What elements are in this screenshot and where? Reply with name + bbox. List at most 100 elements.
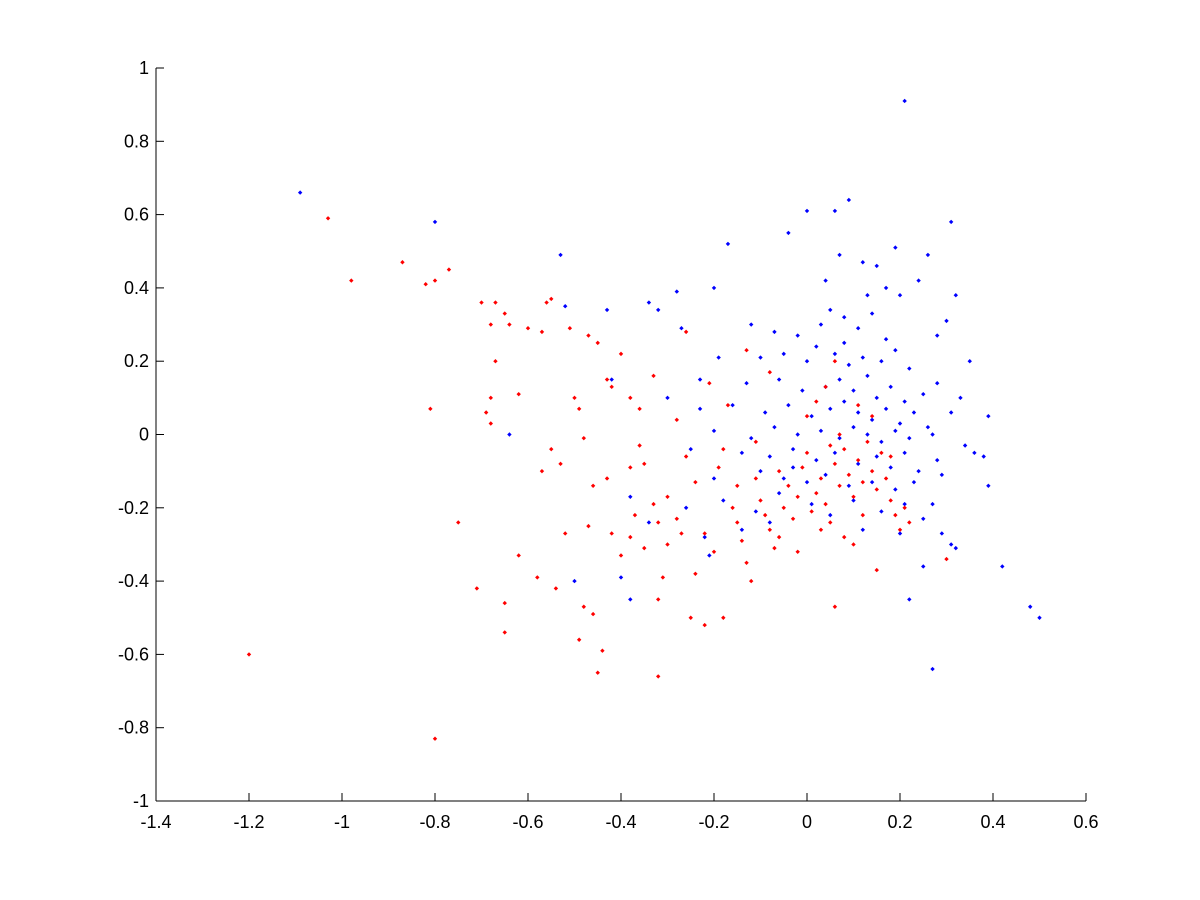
scatter-point <box>735 520 740 525</box>
scatter-point <box>651 501 656 507</box>
scatter-point <box>758 355 763 360</box>
scatter-point <box>851 498 856 503</box>
scatter-point <box>628 465 633 470</box>
scatter-point <box>762 410 768 415</box>
axes-background <box>156 68 1086 801</box>
scatter-point <box>730 402 735 408</box>
scatter-point <box>832 359 838 364</box>
scatter-point <box>855 326 861 331</box>
scatter-point <box>809 501 814 507</box>
scatter-point <box>702 531 707 536</box>
scatter-point <box>1037 615 1042 620</box>
y-tick-label: -0.4 <box>118 571 149 591</box>
scatter-point <box>828 520 833 525</box>
scatter-point <box>883 406 889 412</box>
scatter-point <box>721 615 726 620</box>
scatter-point <box>493 359 498 364</box>
scatter-point <box>744 560 749 565</box>
y-tick-label: 0.2 <box>124 351 149 371</box>
scatter-point <box>632 512 638 518</box>
scatter-series-2 <box>246 216 949 741</box>
scatter-point <box>865 432 870 437</box>
scatter-point <box>939 472 945 478</box>
y-tick-label: -0.2 <box>118 498 149 518</box>
scatter-point <box>935 333 940 338</box>
scatter-point <box>558 461 563 467</box>
scatter-point <box>744 348 749 353</box>
scatter-point <box>581 604 586 609</box>
scatter-point <box>590 483 596 489</box>
y-tick-label: 1 <box>139 58 149 78</box>
scatter-point <box>637 443 642 448</box>
scatter-point <box>753 476 759 481</box>
x-tick-label: -1.2 <box>233 812 264 832</box>
scatter-point <box>711 549 717 554</box>
scatter-point <box>879 509 884 514</box>
x-tick-label: -0.4 <box>605 812 636 832</box>
y-tick-label: -0.6 <box>118 644 149 664</box>
scatter-point <box>786 230 791 236</box>
scatter-point <box>883 285 889 291</box>
scatter-point <box>921 391 926 397</box>
scatter-point <box>888 465 893 470</box>
scatter-point <box>604 307 610 313</box>
scatter-point <box>800 388 805 393</box>
scatter-point <box>832 604 838 609</box>
scatter-point <box>683 454 689 459</box>
scatter-point <box>842 534 847 540</box>
scatter-point <box>828 512 833 518</box>
scatter-point <box>721 446 726 452</box>
scatter-point <box>883 476 889 481</box>
scatter-point <box>795 549 800 554</box>
scatter-point <box>888 384 893 390</box>
scatter-point <box>902 505 907 510</box>
scatter-point <box>804 208 810 214</box>
scatter-point <box>665 494 670 500</box>
y-tick-label: -1 <box>133 791 149 811</box>
scatter-point <box>911 479 917 485</box>
scatter-point <box>767 369 772 375</box>
scatter-point <box>604 476 610 481</box>
scatter-point <box>860 479 865 485</box>
scatter-point <box>795 494 800 500</box>
scatter-point <box>767 527 772 532</box>
scatter-point <box>507 432 512 437</box>
scatter-point <box>832 461 838 467</box>
scatter-point <box>795 432 800 437</box>
scatter-point <box>590 611 596 617</box>
scatter-point <box>488 395 493 401</box>
scatter-point <box>493 300 498 305</box>
scatter-point <box>842 315 847 320</box>
scatter-point <box>776 468 782 474</box>
scatter-point <box>646 300 652 305</box>
scatter-point <box>553 586 559 591</box>
scatter-point <box>786 402 791 408</box>
scatter-point <box>400 260 405 265</box>
scatter-point <box>786 483 791 489</box>
scatter-point <box>893 512 898 518</box>
scatter-point <box>544 300 549 305</box>
scatter-point <box>349 278 354 283</box>
scatter-point <box>897 421 903 426</box>
x-tick-label: 0.4 <box>980 812 1005 832</box>
scatter-point <box>855 410 861 415</box>
scatter-point <box>842 340 847 346</box>
scatter-point <box>762 512 768 518</box>
y-tick-label: 0.6 <box>124 205 149 225</box>
scatter-point <box>832 351 838 357</box>
scatter-point <box>572 578 577 584</box>
scatter-point <box>860 512 865 518</box>
scatter-point <box>800 465 805 470</box>
scatter-point <box>483 410 489 415</box>
scatter-point <box>656 597 661 602</box>
scatter-point <box>572 395 577 401</box>
scatter-point <box>874 395 879 401</box>
scatter-point <box>911 410 917 415</box>
scatter-point <box>656 307 661 313</box>
scatter-point <box>697 406 703 412</box>
scatter-point <box>818 322 824 327</box>
scatter-point <box>525 326 531 331</box>
scatter-point <box>595 340 600 346</box>
scatter-point <box>586 523 591 529</box>
scatter-point <box>842 446 847 452</box>
